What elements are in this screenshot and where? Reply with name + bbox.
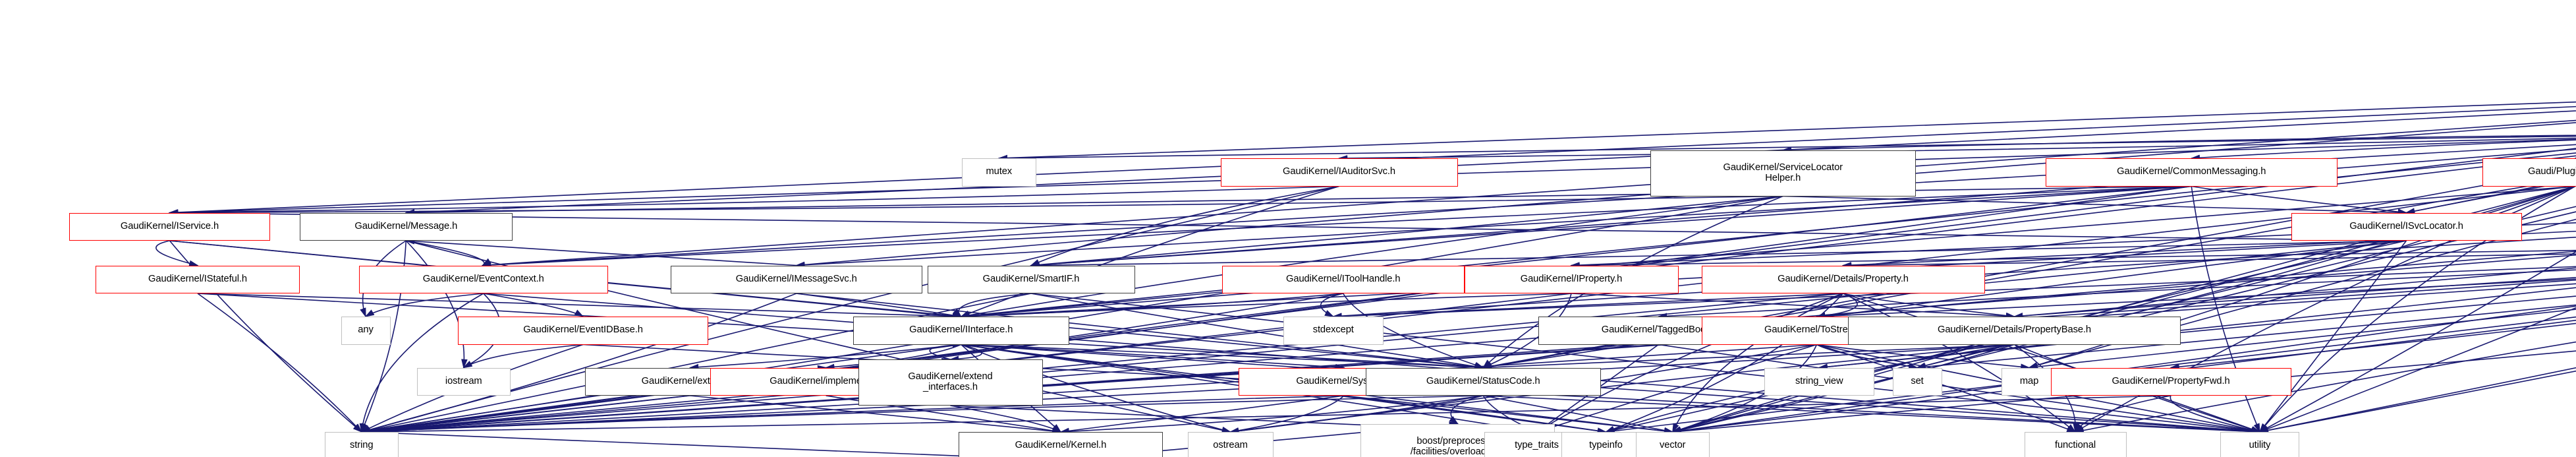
graph-node-kernel[interactable]: GaudiKernel/Kernel.h [959,432,1163,457]
graph-node-toolhandle[interactable]: GaudiKernel/IToolHandle.h [1222,265,1465,293]
graph-node-commonmsg[interactable]: GaudiKernel/CommonMessaging.h [2046,158,2338,187]
graph-node-detpropbase[interactable]: GaudiKernel/Details/PropertyBase.h [1848,317,2181,345]
graph-node-vector[interactable]: vector [1635,432,1710,457]
graph-node-utility[interactable]: utility [2220,432,2299,457]
graph-node-string[interactable]: string [324,432,399,457]
graph-node-set[interactable]: set [1892,367,1942,396]
graph-node-map[interactable]: map [2001,367,2058,396]
graph-node-plugsvc[interactable]: Gaudi/PluginService.h [2482,158,2576,187]
graph-node-iostream[interactable]: iostream [416,367,511,396]
graph-node-iinterface[interactable]: GaudiKernel/IInterface.h [853,317,1069,345]
graph-node-smartif[interactable]: GaudiKernel/SmartIF.h [927,265,1135,293]
graph-node-statuscode[interactable]: GaudiKernel/StatusCode.h [1365,367,1601,396]
graph-node-mutex[interactable]: mutex [962,158,1036,187]
graph-node-iauditor[interactable]: GaudiKernel/IAuditorSvc.h [1220,158,1458,187]
graph-node-extiface[interactable]: GaudiKernel/extend _interfaces.h [858,359,1043,406]
graph-node-iservice[interactable]: GaudiKernel/IService.h [69,212,270,241]
graph-node-imsgsvc[interactable]: GaudiKernel/IMessageSvc.h [670,265,922,293]
graph-node-ostream[interactable]: ostream [1187,432,1274,457]
graph-node-evtiddb[interactable]: GaudiKernel/EventIDBase.h [458,317,708,345]
graph-node-stdexcept[interactable]: stdexcept [1283,317,1384,345]
graph-node-isvcloc[interactable]: GaudiKernel/ISvcLocator.h [2291,212,2522,241]
graph-node-slhelper[interactable]: GaudiKernel/ServiceLocator Helper.h [1650,150,1916,197]
graph-node-iproperty[interactable]: GaudiKernel/IProperty.h [1464,265,1679,293]
graph-node-istateful[interactable]: GaudiKernel/IStateful.h [96,265,300,293]
graph-node-propfwd[interactable]: GaudiKernel/PropertyFwd.h [2050,367,2291,396]
graph-node-ievtctx[interactable]: GaudiKernel/EventContext.h [359,265,608,293]
graph-node-detprop[interactable]: GaudiKernel/Details/Property.h [1701,265,1985,293]
graph-node-any[interactable]: any [341,317,391,345]
graph-node-functional[interactable]: functional [2024,432,2127,457]
graph-node-message[interactable]: GaudiKernel/Message.h [300,212,513,241]
graph-node-stringview[interactable]: string_view [1764,367,1874,396]
